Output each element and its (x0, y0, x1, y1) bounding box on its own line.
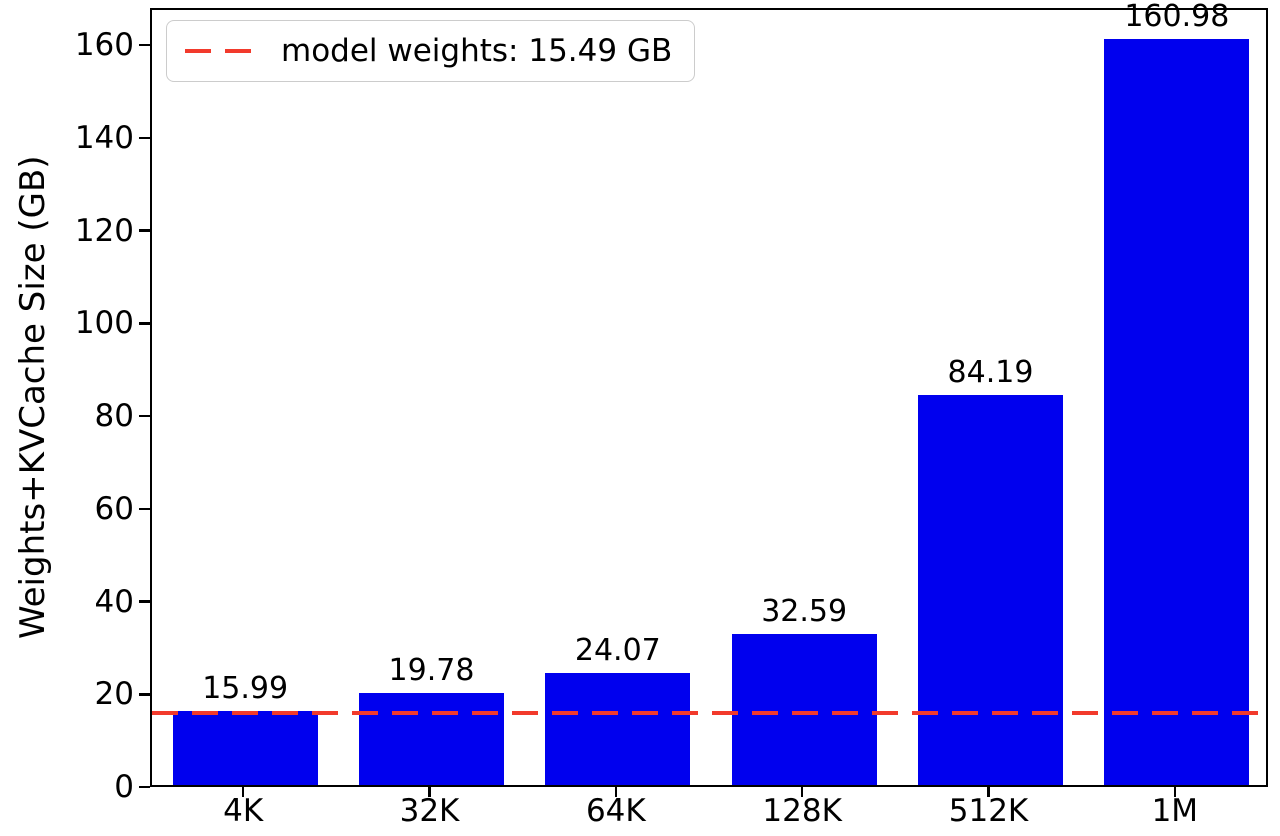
bar-value-label: 19.78 (388, 653, 475, 689)
y-tick-label-140: 140 (74, 119, 134, 156)
x-tick-mark (614, 787, 618, 797)
y-tick-label-60: 60 (94, 490, 134, 527)
bar-value-label: 15.99 (202, 670, 289, 706)
y-tick-mark (139, 600, 150, 603)
y-tick-label-160: 160 (74, 27, 134, 64)
y-tick-mark (139, 322, 150, 325)
x-tick-label-128K: 128K (762, 793, 842, 829)
y-tick-mark (139, 414, 150, 418)
bar-64K (545, 673, 691, 785)
x-tick-mark (241, 787, 245, 797)
legend-label: model weights: 15.49 GB (281, 33, 673, 69)
y-tick-mark (139, 785, 150, 789)
bar-512K (918, 394, 1063, 785)
y-tick-mark (139, 136, 150, 140)
x-tick-label-64K: 64K (585, 793, 646, 829)
y-tick-label-20: 20 (94, 676, 134, 713)
x-tick-label-1M: 1M (1151, 793, 1199, 829)
model-weights-reference-line (152, 710, 1266, 716)
x-tick-label-32K: 32K (399, 793, 460, 829)
x-tick-label-4K: 4K (223, 793, 264, 829)
bar-value-label: 32.59 (761, 593, 848, 629)
legend-dashed-line-sample (185, 48, 263, 54)
y-tick-mark (139, 507, 150, 511)
x-tick-mark (987, 787, 990, 797)
bar-32K (359, 693, 504, 785)
x-tick-mark (1173, 787, 1177, 797)
plot-area: model weights: 15.49 GB 15.99 19.78 24.07 3… (150, 0, 1268, 787)
legend: model weights: 15.49 GB (166, 20, 696, 82)
y-tick-label-100: 100 (74, 305, 134, 342)
y-tick-label-80: 80 (94, 398, 134, 435)
x-tick-mark (800, 787, 804, 797)
bar-1M (1104, 38, 1250, 785)
y-tick-label-40: 40 (94, 583, 134, 620)
y-tick-mark (139, 693, 150, 696)
y-tick-label-0: 0 (114, 769, 134, 805)
y-tick-mark (139, 229, 150, 232)
bar-value-label: 160.98 (1124, 0, 1230, 34)
bar-128K (731, 633, 877, 785)
y-tick-label-120: 120 (74, 212, 134, 249)
x-tick-label-512K: 512K (948, 793, 1029, 829)
y-tick-mark (139, 43, 150, 47)
bar-4K (172, 710, 318, 785)
x-tick-mark (428, 787, 431, 797)
bar-value-label: 24.07 (574, 633, 661, 669)
bar-value-label: 84.19 (947, 354, 1034, 390)
